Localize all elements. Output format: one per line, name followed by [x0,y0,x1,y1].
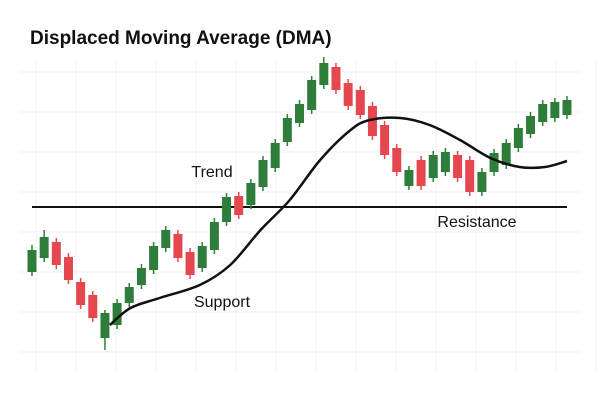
candle-body [453,155,463,178]
candle-body [307,80,317,110]
candle-body [39,237,49,258]
candle-body [209,222,219,250]
candle-body [319,63,329,85]
candle-body [27,250,37,272]
candle-body [185,252,195,275]
chart-title: Displaced Moving Average (DMA) [30,28,332,49]
candle-body [258,160,268,187]
candle-body [112,303,122,325]
annotation: Resistance [437,214,516,231]
candle-body [355,90,365,115]
candle-body [197,246,207,268]
grid [20,60,597,370]
candle-body [246,183,256,205]
candle-body [173,234,183,258]
candle-body [161,230,171,248]
candle-body [343,83,353,106]
candle-body [149,246,159,270]
candle-body [282,118,292,142]
candle-body [51,242,61,265]
candle-body [100,313,110,338]
candle-body [428,155,438,178]
candle-body [440,152,450,172]
candle-body [136,268,146,285]
candle-body [234,196,244,215]
candle-body [501,143,511,165]
candle-body [416,160,426,186]
candle-body [562,100,572,115]
candle-body [550,102,560,118]
candle-body [222,197,232,222]
candle-body [477,172,487,192]
candle-body [526,116,536,134]
candle-body [331,67,341,90]
candle-body [513,128,523,148]
annotation: Trend [191,164,232,181]
dma-line [108,116,568,326]
candle-body [76,282,86,305]
candle-body [489,153,499,172]
candle-body [367,106,377,136]
candle-body [63,257,73,280]
annotation: Support [194,294,251,311]
candle-body [392,148,402,172]
candle-body [88,295,98,318]
candle-body [380,125,390,155]
candle-body [270,143,280,168]
candle-body [465,160,475,192]
candle-body [404,170,414,186]
candle-body [124,287,134,303]
candle-body [538,104,548,122]
candle-body [295,104,304,123]
